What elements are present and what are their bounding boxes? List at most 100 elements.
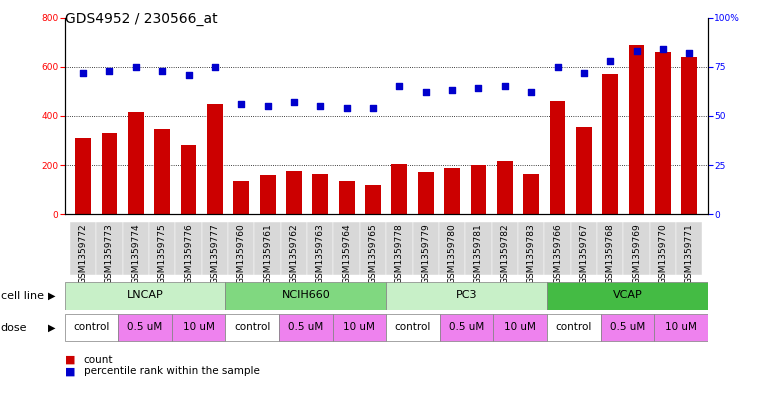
- Bar: [172, 314, 225, 342]
- Text: GSM1359772: GSM1359772: [78, 224, 88, 284]
- Text: cell line: cell line: [1, 290, 44, 301]
- Point: [498, 83, 511, 90]
- Point: [657, 46, 669, 52]
- Point: [235, 101, 247, 107]
- Bar: [493, 314, 547, 342]
- Text: 0.5 uM: 0.5 uM: [610, 322, 645, 332]
- Bar: [281, 222, 307, 275]
- Bar: [333, 314, 386, 342]
- Text: control: control: [73, 322, 110, 332]
- Point: [578, 70, 590, 76]
- Bar: [576, 127, 592, 214]
- Point: [103, 68, 116, 74]
- Bar: [470, 165, 486, 214]
- Text: GSM1359781: GSM1359781: [474, 224, 483, 285]
- Text: GSM1359771: GSM1359771: [685, 224, 694, 285]
- Bar: [547, 314, 600, 342]
- Text: GSM1359779: GSM1359779: [422, 224, 430, 285]
- Point: [262, 103, 274, 109]
- Text: GSM1359762: GSM1359762: [289, 224, 298, 284]
- Text: GSM1359780: GSM1359780: [447, 224, 457, 285]
- Bar: [497, 162, 513, 214]
- Bar: [465, 222, 492, 275]
- Bar: [279, 314, 333, 342]
- Bar: [412, 222, 439, 275]
- Text: ■: ■: [65, 366, 75, 376]
- Bar: [75, 138, 91, 214]
- Point: [130, 64, 142, 70]
- Point: [525, 89, 537, 95]
- Bar: [623, 222, 650, 275]
- Text: GSM1359764: GSM1359764: [342, 224, 351, 284]
- Bar: [444, 167, 460, 214]
- Bar: [544, 222, 571, 275]
- Bar: [202, 222, 228, 275]
- Text: control: control: [395, 322, 431, 332]
- Text: GSM1359766: GSM1359766: [553, 224, 562, 285]
- Bar: [254, 222, 281, 275]
- Text: GSM1359774: GSM1359774: [132, 224, 140, 284]
- Bar: [65, 314, 118, 342]
- Text: GSM1359769: GSM1359769: [632, 224, 641, 285]
- Text: 10 uM: 10 uM: [183, 322, 215, 332]
- Bar: [518, 222, 544, 275]
- Bar: [118, 314, 172, 342]
- Text: GSM1359770: GSM1359770: [658, 224, 667, 285]
- Bar: [180, 145, 196, 214]
- Text: GSM1359773: GSM1359773: [105, 224, 114, 285]
- Bar: [602, 74, 618, 214]
- Bar: [600, 314, 654, 342]
- Bar: [286, 171, 302, 214]
- Text: VCAP: VCAP: [613, 290, 642, 300]
- Text: 0.5 uM: 0.5 uM: [127, 322, 163, 332]
- Point: [314, 103, 326, 109]
- Bar: [313, 174, 328, 214]
- Point: [77, 70, 89, 76]
- Bar: [149, 222, 175, 275]
- Bar: [655, 52, 671, 214]
- Text: GSM1359775: GSM1359775: [158, 224, 167, 285]
- Point: [473, 85, 485, 92]
- Bar: [439, 222, 465, 275]
- Point: [209, 64, 221, 70]
- Bar: [234, 181, 249, 214]
- Bar: [260, 175, 275, 214]
- Text: GSM1359782: GSM1359782: [500, 224, 509, 284]
- Bar: [339, 181, 355, 214]
- Bar: [524, 174, 539, 214]
- Text: control: control: [234, 322, 270, 332]
- Bar: [128, 112, 144, 214]
- Point: [341, 105, 353, 111]
- Text: dose: dose: [1, 323, 27, 333]
- Bar: [333, 222, 360, 275]
- Bar: [681, 57, 697, 214]
- Bar: [101, 133, 117, 214]
- Bar: [175, 222, 202, 275]
- Text: 10 uM: 10 uM: [505, 322, 536, 332]
- Bar: [360, 222, 386, 275]
- Point: [683, 50, 696, 56]
- Text: GSM1359777: GSM1359777: [210, 224, 219, 285]
- Text: 0.5 uM: 0.5 uM: [288, 322, 323, 332]
- Point: [446, 87, 458, 94]
- Bar: [629, 45, 645, 214]
- Text: GSM1359783: GSM1359783: [527, 224, 536, 285]
- Text: 10 uM: 10 uM: [343, 322, 375, 332]
- Text: GSM1359768: GSM1359768: [606, 224, 615, 285]
- Point: [367, 105, 379, 111]
- Bar: [440, 314, 493, 342]
- Text: 0.5 uM: 0.5 uM: [449, 322, 484, 332]
- Text: 10 uM: 10 uM: [665, 322, 697, 332]
- Bar: [676, 222, 702, 275]
- Text: GSM1359760: GSM1359760: [237, 224, 246, 285]
- Text: GSM1359778: GSM1359778: [395, 224, 404, 285]
- Bar: [97, 222, 123, 275]
- Bar: [547, 281, 708, 310]
- Text: ▶: ▶: [48, 323, 56, 333]
- Point: [183, 72, 195, 78]
- Bar: [571, 222, 597, 275]
- Text: ■: ■: [65, 354, 75, 365]
- Text: NCIH660: NCIH660: [282, 290, 330, 300]
- Point: [552, 64, 564, 70]
- Text: LNCAP: LNCAP: [126, 290, 164, 300]
